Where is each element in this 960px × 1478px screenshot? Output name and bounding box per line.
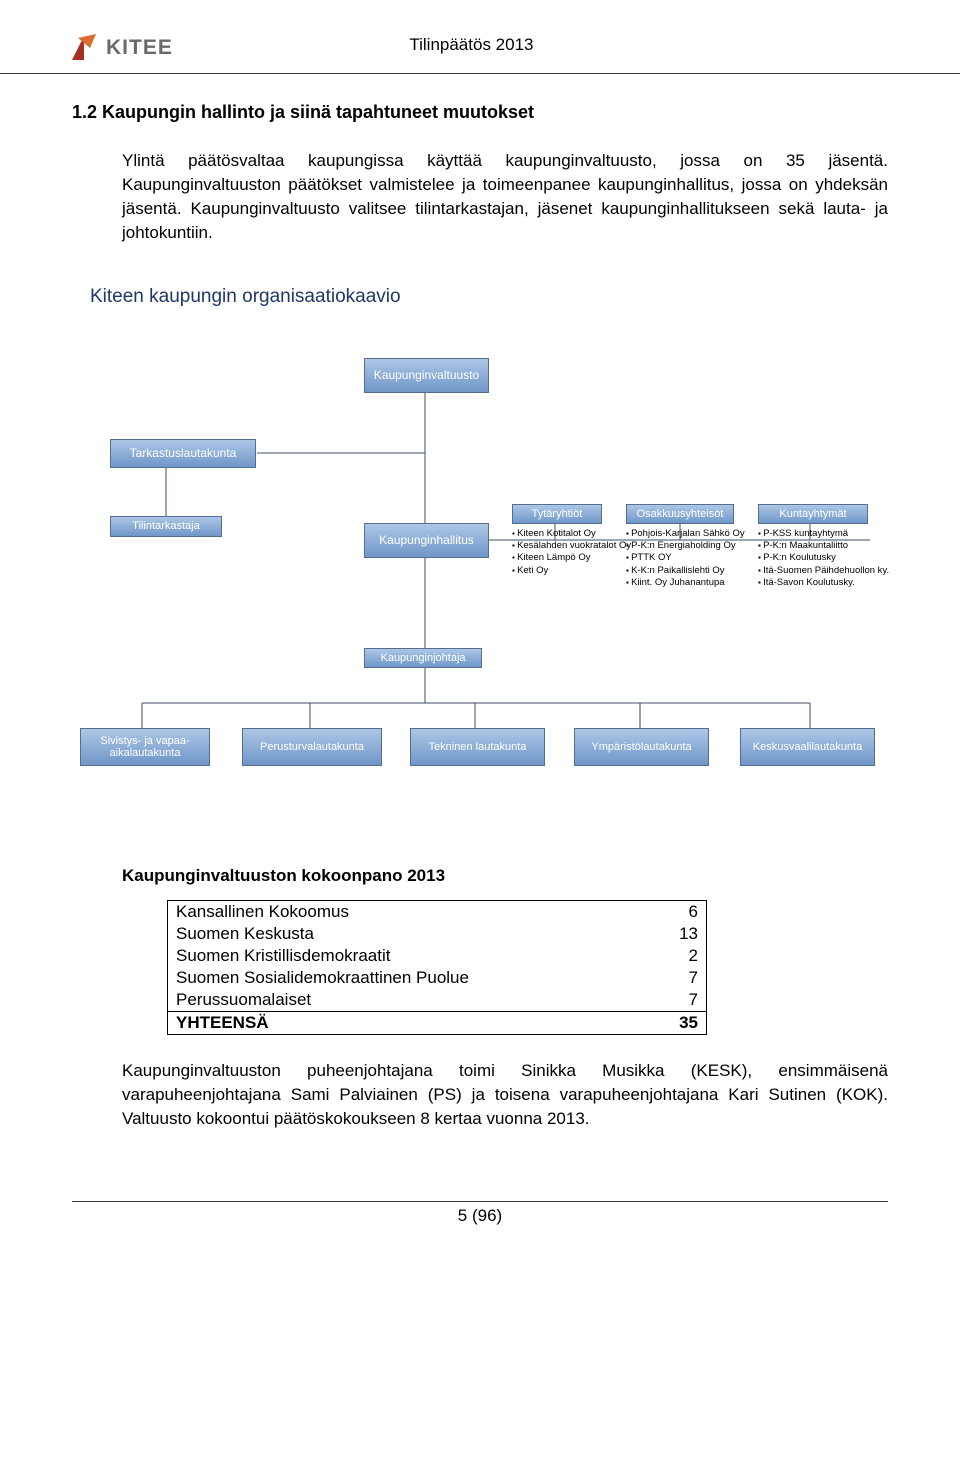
doc-title: Tilinpäätös 2013: [173, 35, 770, 55]
node-kaupunginjohtaja: Kaupunginjohtaja: [364, 648, 482, 668]
table-row: Suomen Keskusta13: [168, 923, 707, 945]
node-tilintarkastaja: Tilintarkastaja: [110, 516, 222, 537]
bullet-item: P-KSS kuntayhtymä: [758, 528, 898, 540]
page: KITEE Tilinpäätös 2013 1.2 Kaupungin hal…: [0, 0, 960, 1256]
node-kaupunginvaltuusto: Kaupunginvaltuusto: [364, 358, 489, 393]
bullet-item: Pohjois-Karjalan Sähkö Oy: [626, 528, 758, 540]
bullet-item: Kiint. Oy Juhanantupa: [626, 577, 758, 589]
closing-paragraph: Kaupunginvaltuuston puheenjohtajana toim…: [122, 1059, 888, 1131]
total-value: 35: [663, 1011, 707, 1034]
node-keskusvaali: Keskusvaalilautakunta: [740, 728, 875, 766]
bullet-item: Kiteen Kotitalot Oy: [512, 528, 632, 540]
org-chart-title: Kiteen kaupungin organisaatiokaavio: [90, 286, 884, 308]
content-area: 1.2 Kaupungin hallinto ja siinä tapahtun…: [0, 74, 960, 1131]
bullet-item: P-K:n Energiaholding Oy: [626, 540, 758, 552]
logo: KITEE: [70, 34, 173, 62]
bullet-item: Keti Oy: [512, 565, 632, 577]
party-count: 7: [663, 989, 707, 1012]
node-perusturva: Perusturvalautakunta: [242, 728, 382, 766]
bullet-item: Itä-Suomen Päihdehuollon ky.: [758, 565, 898, 577]
table-row: Suomen Sosialidemokraattinen Puolue7: [168, 967, 707, 989]
composition-table: Kansallinen Kokoomus6Suomen Keskusta13Su…: [167, 900, 707, 1035]
party-count: 13: [663, 923, 707, 945]
page-header: KITEE Tilinpäätös 2013: [0, 0, 960, 74]
bullet-item: Itä-Savon Koulutusky.: [758, 577, 898, 589]
party-count: 7: [663, 967, 707, 989]
party-count: 6: [663, 900, 707, 923]
kuntayht-bullets: P-KSS kuntayhtymäP-K:n MaakuntaliittoP-K…: [758, 528, 898, 590]
party-count: 2: [663, 945, 707, 967]
bullet-item: Kiteen Lämpö Oy: [512, 552, 632, 564]
bullet-item: K-K:n Paikallislehti Oy: [626, 565, 758, 577]
node-tekninen: Tekninen lautakunta: [410, 728, 545, 766]
intro-paragraph: Ylintä päätösvaltaa kaupungissa käyttää …: [122, 149, 888, 246]
table-row: Suomen Kristillisdemokraatit2: [168, 945, 707, 967]
bullet-item: PTTK OY: [626, 552, 758, 564]
party-label: Suomen Sosialidemokraattinen Puolue: [168, 967, 663, 989]
party-label: Perussuomalaiset: [168, 989, 663, 1012]
bullet-item: Kesälahden vuokratalot Oy: [512, 540, 632, 552]
table-row: Kansallinen Kokoomus6: [168, 900, 707, 923]
node-sivistys: Sivistys- ja vapaa-aikalautakunta: [80, 728, 210, 766]
org-chart-wrap: Kiteen kaupungin organisaatiokaavio: [72, 286, 888, 818]
node-tarkastuslautakunta: Tarkastuslautakunta: [110, 439, 256, 468]
table-row: Perussuomalaiset7: [168, 989, 707, 1012]
logo-mark: [70, 34, 98, 62]
node-kuntayhtymat: Kuntayhtymät: [758, 504, 868, 524]
party-label: Suomen Kristillisdemokraatit: [168, 945, 663, 967]
bullet-item: P-K:n Koulutusky: [758, 552, 898, 564]
table-total-row: YHTEENSÄ35: [168, 1011, 707, 1034]
page-number: 5 (96): [0, 1202, 960, 1256]
logo-text: KITEE: [106, 36, 173, 60]
party-label: Suomen Keskusta: [168, 923, 663, 945]
org-chart: Kaupunginvaltuusto Tarkastuslautakunta T…: [80, 348, 880, 818]
bullet-item: P-K:n Maakuntaliitto: [758, 540, 898, 552]
osakkuus-bullets: Pohjois-Karjalan Sähkö OyP-K:n Energiaho…: [626, 528, 758, 590]
section-heading: 1.2 Kaupungin hallinto ja siinä tapahtun…: [72, 102, 888, 123]
party-label: Kansallinen Kokoomus: [168, 900, 663, 923]
node-tytaryhtiot: Tytäryhtiöt: [512, 504, 602, 524]
node-ymparisto: Ympäristölautakunta: [574, 728, 709, 766]
composition-title: Kaupunginvaltuuston kokoonpano 2013: [122, 866, 888, 886]
node-osakkuusyhteisot: Osakkuusyhteisöt: [626, 504, 734, 524]
total-label: YHTEENSÄ: [168, 1011, 663, 1034]
node-kaupunginhallitus: Kaupunginhallitus: [364, 523, 489, 558]
tytar-bullets: Kiteen Kotitalot OyKesälahden vuokratalo…: [512, 528, 632, 577]
